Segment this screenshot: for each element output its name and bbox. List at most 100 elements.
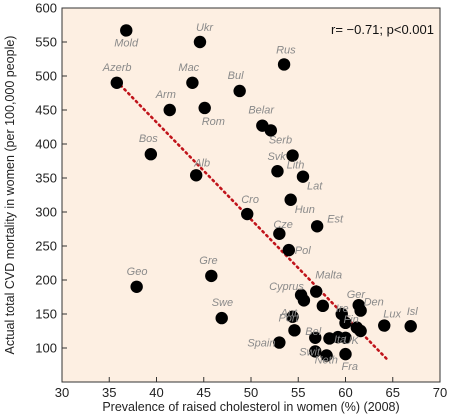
y-tick-label: 300 [35,205,57,220]
data-point [296,170,310,183]
point-label: Ger [347,289,367,301]
data-point [189,169,203,182]
point-label: Rus [276,44,296,56]
y-tick-label: 550 [35,35,57,50]
point-label: Bul [228,70,244,82]
point-label: Port [278,312,299,324]
point-label: Mac [178,62,199,74]
data-point [110,76,124,90]
point-label: Ukr [196,22,214,34]
point-label: Cro [241,194,259,206]
point-label: Malta [315,270,342,282]
data-point [163,103,176,117]
data-point [264,124,278,137]
y-tick-label: 350 [35,171,57,186]
x-tick-label: 30 [55,385,69,400]
data-point [144,148,158,161]
data-point [288,324,301,337]
point-label: Cyprus [269,281,304,293]
point-label: UK [344,335,360,347]
point-label: Geo [127,266,148,278]
point-label: Alb [193,157,210,169]
correlation-annotation: r= −0.71; p<0.001 [331,22,434,37]
point-label: Swe [212,297,233,309]
point-label: Bel [305,326,321,338]
data-point [193,35,207,49]
point-label: Lith [287,160,305,172]
data-point [120,24,133,37]
point-label: Mold [114,37,139,49]
point-label: Fra [342,361,359,373]
y-axis-label: Actual total CVD mortality in women (per… [3,36,17,355]
point-label: Spain [247,338,275,350]
data-point [282,243,295,257]
data-point [354,324,367,338]
point-label: Isl [407,306,419,318]
data-point [241,207,254,221]
y-tick-label: 600 [35,1,57,16]
point-label: Ire [336,303,349,315]
data-point [404,320,417,333]
data-point [354,304,367,317]
point-label: Gre [199,255,217,267]
plot-area [62,8,440,382]
data-point [273,227,286,240]
point-label: Pol [295,245,311,257]
data-point [277,58,291,71]
y-tick-label: 250 [35,239,57,254]
point-label: Ita [334,334,346,346]
point-label: Bos [139,133,158,145]
point-label: Arm [155,89,176,101]
data-point [339,347,352,361]
x-tick-label: 55 [291,385,305,400]
point-label: Lat [307,181,323,193]
data-point [215,311,228,325]
data-point [309,331,322,344]
point-label: Cze [273,219,293,231]
point-label: Belar [248,105,275,117]
point-label: Lux [383,309,401,321]
data-point [286,149,299,162]
point-label: Neth [315,354,338,366]
data-point [320,349,333,362]
point-label: Rom [202,116,225,128]
point-label: Svk [267,151,286,163]
point-label: Swit [299,346,321,358]
data-point [271,165,284,178]
x-tick-label: 35 [102,385,116,400]
data-point [339,331,352,344]
data-point [130,280,143,293]
point-label: Serb [269,134,292,146]
x-tick-label: 45 [197,385,211,400]
y-tick-label: 200 [35,273,57,288]
x-tick-label: 50 [244,385,258,400]
data-point [297,294,311,307]
point-label: Den [364,297,384,309]
y-tick-label: 500 [35,69,57,84]
point-label: Fin [344,314,359,326]
y-tick-label: 450 [35,103,57,118]
point-label: Hun [295,204,315,216]
point-label: Aut [280,308,298,320]
x-tick-label: 65 [386,385,400,400]
data-point [284,193,297,206]
x-tick-label: 60 [338,385,352,400]
x-axis-label: Prevalence of raised cholesterol in wome… [102,400,399,414]
data-point [310,220,324,233]
data-point [233,84,246,98]
data-point [309,345,322,358]
data-point [205,269,218,283]
y-tick-label: 100 [35,341,57,356]
point-label: Azerb [102,62,132,74]
data-point [198,101,211,115]
data-point [286,310,299,323]
data-point [339,316,352,330]
x-tick-label: 70 [433,385,447,400]
y-tick-label: 150 [35,307,57,322]
point-label: Est [327,213,344,225]
data-point [186,76,199,90]
y-tick-label: 400 [35,137,57,152]
data-point [316,299,330,313]
x-tick-label: 40 [149,385,163,400]
